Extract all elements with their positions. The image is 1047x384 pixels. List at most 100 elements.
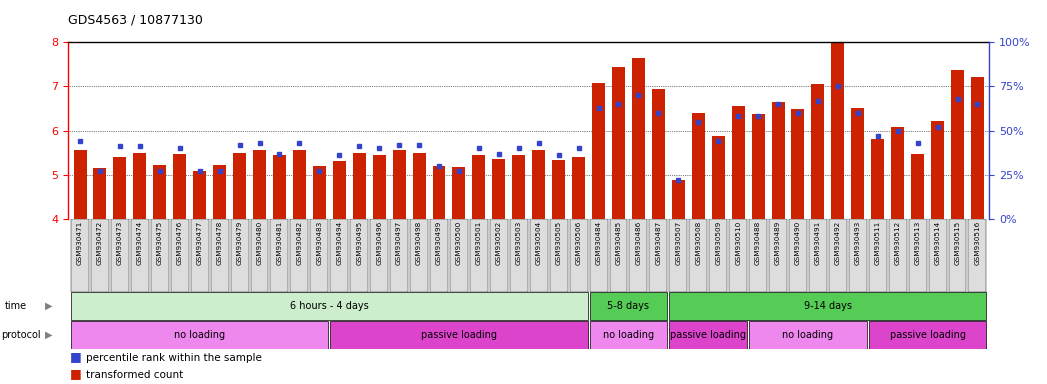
Text: GSM930480: GSM930480 [257,221,263,265]
Text: ■: ■ [70,350,82,363]
Text: GSM930478: GSM930478 [217,221,223,265]
Text: GSM930516: GSM930516 [975,221,980,265]
Text: GSM930476: GSM930476 [177,221,183,265]
FancyBboxPatch shape [749,219,767,292]
FancyBboxPatch shape [410,219,428,292]
Text: GSM930496: GSM930496 [376,221,382,265]
FancyBboxPatch shape [929,219,946,292]
Text: GSM930473: GSM930473 [117,221,122,265]
Text: 5-8 days: 5-8 days [607,301,649,311]
Bar [552,160,565,219]
Text: GSM930512: GSM930512 [895,221,900,265]
FancyBboxPatch shape [789,219,807,292]
Bar [413,152,425,219]
Text: GSM930485: GSM930485 [616,221,622,265]
FancyBboxPatch shape [91,219,109,292]
FancyBboxPatch shape [490,219,508,292]
Text: 6 hours - 4 days: 6 hours - 4 days [290,301,369,311]
Bar [891,127,905,219]
Bar [73,151,87,219]
FancyBboxPatch shape [869,219,887,292]
FancyBboxPatch shape [131,219,149,292]
Bar [811,84,824,219]
Text: GSM930511: GSM930511 [874,221,881,265]
FancyBboxPatch shape [849,219,867,292]
Text: GSM930489: GSM930489 [775,221,781,265]
Text: GSM930490: GSM930490 [795,221,801,265]
Text: GSM930487: GSM930487 [655,221,662,265]
Bar [871,139,885,219]
FancyBboxPatch shape [550,219,567,292]
FancyBboxPatch shape [371,219,388,292]
Text: GSM930510: GSM930510 [735,221,741,265]
Text: GSM930474: GSM930474 [137,221,142,265]
Bar [831,42,844,219]
Bar [752,114,764,219]
Text: transformed count: transformed count [86,370,183,380]
FancyBboxPatch shape [589,219,607,292]
Text: GSM930498: GSM930498 [416,221,422,265]
FancyBboxPatch shape [709,219,728,292]
FancyBboxPatch shape [290,219,309,292]
Text: GSM930492: GSM930492 [834,221,841,265]
FancyBboxPatch shape [230,219,248,292]
FancyBboxPatch shape [391,219,408,292]
Bar [951,70,964,219]
Bar [592,83,605,219]
Bar [612,66,625,219]
Bar [432,166,445,219]
Text: GSM930515: GSM930515 [955,221,960,265]
FancyBboxPatch shape [749,321,867,349]
Text: GSM930493: GSM930493 [854,221,861,265]
Bar [772,102,784,219]
Text: GSM930481: GSM930481 [276,221,283,265]
Text: GSM930501: GSM930501 [476,221,482,265]
Bar [253,151,266,219]
Text: GSM930509: GSM930509 [715,221,721,265]
FancyBboxPatch shape [589,321,667,349]
Bar [93,168,107,219]
Text: ■: ■ [70,367,82,380]
Text: GSM930503: GSM930503 [516,221,521,265]
FancyBboxPatch shape [649,219,667,292]
Text: passive loading: passive loading [421,330,497,340]
Text: GSM930484: GSM930484 [596,221,602,265]
Bar [572,157,585,219]
Text: ▶: ▶ [45,330,52,340]
FancyBboxPatch shape [111,219,129,292]
Bar [153,165,166,219]
FancyBboxPatch shape [191,219,208,292]
Bar [233,152,246,219]
FancyBboxPatch shape [968,219,986,292]
Bar [293,151,306,219]
FancyBboxPatch shape [351,219,369,292]
Text: protocol: protocol [1,330,41,340]
FancyBboxPatch shape [530,219,548,292]
Bar [672,180,685,219]
Text: passive loading: passive loading [670,330,747,340]
Text: GDS4563 / 10877130: GDS4563 / 10877130 [68,14,203,27]
Bar [792,109,804,219]
Text: GSM930488: GSM930488 [755,221,761,265]
Text: GSM930483: GSM930483 [316,221,322,265]
Text: 9-14 days: 9-14 days [804,301,852,311]
Text: no loading: no loading [782,330,833,340]
Text: GSM930491: GSM930491 [815,221,821,265]
Bar [173,154,186,219]
Bar [133,152,147,219]
Text: GSM930497: GSM930497 [396,221,402,265]
Text: ▶: ▶ [45,301,52,311]
Text: percentile rank within the sample: percentile rank within the sample [86,353,262,363]
FancyBboxPatch shape [729,219,748,292]
Bar [732,106,744,219]
FancyBboxPatch shape [151,219,169,292]
Text: GSM930513: GSM930513 [915,221,920,265]
FancyBboxPatch shape [210,219,228,292]
FancyBboxPatch shape [570,219,587,292]
Text: GSM930472: GSM930472 [97,221,103,265]
Text: GSM930475: GSM930475 [157,221,162,265]
Text: GSM930471: GSM930471 [77,221,83,265]
FancyBboxPatch shape [609,219,627,292]
FancyBboxPatch shape [330,219,349,292]
Text: GSM930482: GSM930482 [296,221,303,265]
